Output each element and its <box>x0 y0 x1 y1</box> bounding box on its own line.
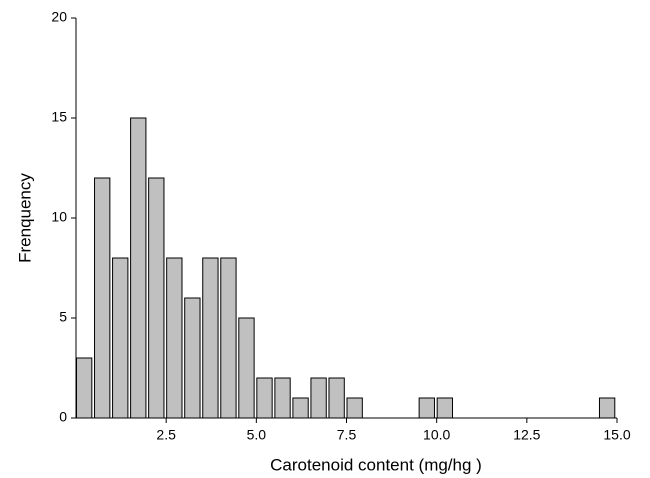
y-tick-label: 20 <box>51 9 67 25</box>
x-tick-label: 12.5 <box>513 427 540 443</box>
bar <box>112 257 129 419</box>
x-tick-label: 5.0 <box>247 427 267 443</box>
y-tick-label: 15 <box>51 109 67 125</box>
bar <box>274 377 291 419</box>
x-axis-title: Carotenoid content (mg/hg ) <box>270 455 482 474</box>
bar <box>310 377 327 419</box>
bar <box>202 257 219 419</box>
bar <box>238 317 255 419</box>
bar <box>220 257 237 419</box>
bar <box>598 397 616 419</box>
y-axis-title: Frenquency <box>15 173 34 263</box>
bar <box>292 397 309 419</box>
x-tick-label: 2.5 <box>156 427 176 443</box>
bar <box>94 177 111 419</box>
bar <box>418 397 435 419</box>
x-tick-label: 7.5 <box>337 427 357 443</box>
x-tick-label: 10.0 <box>423 427 450 443</box>
bar <box>166 257 183 419</box>
y-tick-label: 10 <box>51 209 67 225</box>
bar <box>130 117 147 419</box>
bar <box>328 377 345 419</box>
y-tick-label: 0 <box>59 409 67 425</box>
x-tick-label: 15.0 <box>603 427 630 443</box>
y-tick-label: 5 <box>59 309 67 325</box>
bar <box>148 177 165 419</box>
bar <box>436 397 453 419</box>
bar <box>76 357 93 419</box>
bar <box>256 377 273 419</box>
bar <box>346 397 363 419</box>
bar <box>184 297 201 419</box>
